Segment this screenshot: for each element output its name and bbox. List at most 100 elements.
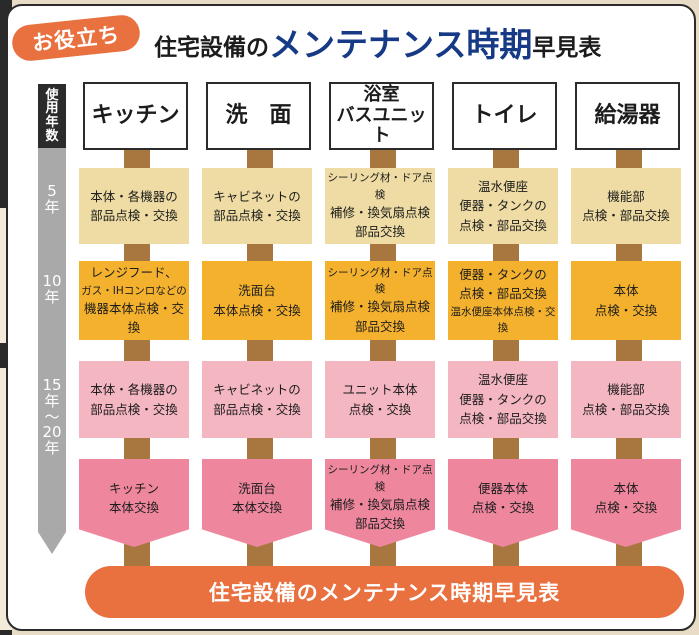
maintenance-cell-washroom-row2: 洗面台 本体点検・交換 (202, 261, 312, 340)
maintenance-cell-line: 部品点検・交換 (213, 401, 301, 417)
maintenance-cell-line: ユニット本体 (342, 382, 418, 398)
axis-label-text: 10 (42, 272, 62, 290)
maintenance-cell-water-heater-row1: 機能部点検・部品交換 (571, 168, 681, 244)
maintenance-cell-text: 本体・各機器の 部品点検・交換 (90, 187, 178, 226)
maintenance-cell-text: キャビネットの 部品点検・交換 (213, 187, 301, 226)
maintenance-cell-washroom-row3: キャビネットの 部品点検・交換 (202, 361, 312, 438)
maintenance-cell-line: 点検・部品交換 (459, 286, 547, 302)
maintenance-cell-line: 便器・タンクの (459, 391, 547, 407)
maintenance-cell-line: 点検・交換 (594, 500, 658, 515)
maintenance-cell-line: 洗面台 (238, 480, 276, 496)
maintenance-cell-kitchen-row4: キッチン 本体交換 (79, 459, 189, 547)
column-header-line: 洗 面 (225, 103, 292, 129)
maintenance-cell-kitchen-row2: レンジフード、 ガス・IHコンロなどの機器本体点検・交換 (79, 261, 189, 340)
maintenance-cell-line: 部品点検・交換 (90, 208, 178, 223)
column-header-kitchen: キッチン (83, 82, 188, 150)
maintenance-cell-line: 本体・各機器の (90, 188, 178, 204)
maintenance-cell-bathroom-row4: シーリング材・ドア点検補修・換気扇点検 部品交換 (325, 459, 435, 547)
maintenance-cell-line: 点検・部品交換 (582, 208, 670, 223)
axis-label-text: 5 (47, 182, 57, 200)
maintenance-cell-washroom-row4: 洗面台 本体交換 (202, 459, 312, 547)
maintenance-cell-toilet-row1: 温水便座便器・タンクの 点検・部品交換 (448, 168, 558, 244)
title-main: メンテナンス時期 (269, 25, 533, 64)
maintenance-cell-line: 本体交換 (231, 500, 282, 515)
maintenance-cell-line: 補修・換気扇点検 (329, 204, 430, 220)
maintenance-cell-line: 部品交換 (354, 224, 405, 240)
axis-header-char: 使 (45, 87, 59, 103)
maintenance-cell-text: 温水便座便器・タンクの 点検・部品交換 (459, 177, 547, 235)
maintenance-cell-line: 補修・換気扇点検 (329, 496, 430, 512)
maintenance-cell-bathroom-row1: シーリング材・ドア点検補修・換気扇点検 部品交換 (325, 168, 435, 244)
maintenance-cell-text: 機能部点検・部品交換 (582, 380, 670, 419)
axis-label-text: 15 (42, 376, 62, 394)
maintenance-cell-line: 機器本体点検・交換 (83, 300, 184, 336)
maintenance-cell-text: 便器本体 点検・交換 (472, 479, 535, 518)
maintenance-cell-line: ガス・IHコンロなどの (81, 284, 187, 297)
maintenance-cell-text: ユニット本体 点検・交換 (342, 380, 417, 419)
column-header-line: 給湯器 (594, 103, 661, 129)
maintenance-cell-line: 点検・部品交換 (582, 401, 670, 417)
maintenance-cell-line: 温水便座 (477, 372, 528, 388)
maintenance-cell-line: 点検・部品交換 (459, 411, 547, 427)
maintenance-cell-line: 点検・交換 (471, 500, 535, 515)
maintenance-cell-line: 部品交換 (354, 318, 405, 334)
maintenance-cell-line: シーリング材・ドア点検 (327, 172, 433, 201)
maintenance-cell-text: シーリング材・ドア点検補修・換気扇点検 部品交換 (325, 462, 435, 533)
maintenance-cell-line: 部品交換 (354, 516, 405, 532)
maintenance-cell-text: 機能部点検・部品交換 (582, 187, 670, 226)
maintenance-cell-toilet-row2: 便器・タンクの 点検・部品交換 温水便座本体点検・交換 (448, 261, 558, 340)
maintenance-cell-line: 本体 (613, 283, 639, 299)
maintenance-cell-water-heater-row2: 本体 点検・交換 (571, 261, 681, 340)
maintenance-cell-text: 洗面台 本体交換 (232, 479, 282, 518)
maintenance-cell-text: キャビネットの 部品点検・交換 (213, 380, 301, 419)
column-header-text: 洗 面 (225, 103, 291, 128)
years-used-label: 使用年数 (38, 84, 66, 148)
axis-header-char: 年 (45, 115, 59, 130)
maintenance-cell-kitchen-row1: 本体・各機器の 部品点検・交換 (79, 168, 189, 244)
axis-label-text: 〜 (44, 407, 60, 426)
column-header-toilet: トイレ (452, 82, 557, 150)
maintenance-cell-line: 便器本体 (477, 480, 528, 496)
maintenance-cell-line: 点検・交換 (348, 401, 412, 417)
column-header-text: トイレ (471, 103, 537, 128)
maintenance-cell-line: キッチン (108, 480, 159, 496)
maintenance-cell-text: 本体 点検・交換 (595, 281, 658, 320)
maintenance-cell-line: キャビネットの (213, 188, 301, 204)
column-header-line: 浴室 (363, 83, 400, 105)
maintenance-cell-kitchen-row3: 本体・各機器の 部品点検・交換 (79, 361, 189, 438)
axis-header-char: 数 (45, 128, 59, 144)
maintenance-cell-text: 本体・各機器の 部品点検・交換 (90, 380, 178, 419)
maintenance-cell-line: 本体交換 (108, 500, 159, 515)
maintenance-cell-washroom-row1: キャビネットの 部品点検・交換 (202, 168, 312, 244)
maintenance-cell-water-heater-row3: 機能部点検・部品交換 (571, 361, 681, 438)
page-title: 住宅設備の メンテナンス時期 早見表 (154, 25, 694, 66)
maintenance-cell-toilet-row4: 便器本体 点検・交換 (448, 459, 558, 547)
maintenance-cell-line: 部品点検・交換 (90, 401, 178, 417)
maintenance-cell-line: 点検・部品交換 (459, 217, 547, 233)
axis-label-text: 年 (44, 197, 60, 216)
useful-info-badge: お役立ち (10, 13, 142, 63)
maintenance-cell-text: 温水便座便器・タンクの 点検・部品交換 (459, 370, 547, 428)
maintenance-cell-line: 便器・タンクの (459, 266, 547, 282)
maintenance-cell-line: 部品点検・交換 (213, 208, 301, 223)
column-header-bathroom: 浴室 バスユニット (329, 82, 434, 150)
maintenance-cell-line: 洗面台 (238, 283, 276, 299)
maintenance-cell-line: レンジフード、 (90, 265, 178, 281)
column-header-water-heater: 給湯器 (575, 82, 680, 150)
maintenance-cell-text: 洗面台 本体点検・交換 (213, 281, 301, 320)
maintenance-cell-line: 機能部 (607, 382, 645, 398)
column-header-line: キッチン (91, 103, 180, 129)
maintenance-cell-line: 温水便座 (477, 178, 528, 194)
column-header-washroom: 洗 面 (206, 82, 311, 150)
column-header-text: 浴室 バスユニット (331, 83, 432, 147)
maintenance-cell-bathroom-row3: ユニット本体 点検・交換 (325, 361, 435, 438)
maintenance-cell-text: キッチン 本体交換 (109, 479, 159, 518)
maintenance-cell-line: シーリング材・ドア点検 (327, 464, 433, 493)
maintenance-cell-toilet-row3: 温水便座便器・タンクの 点検・部品交換 (448, 361, 558, 438)
column-header-line: バスユニット (336, 104, 427, 147)
axis-label-text: 20 (42, 423, 62, 442)
column-header-text: キッチン (91, 103, 179, 128)
maintenance-cell-text: 本体 点検・交換 (595, 479, 658, 518)
maintenance-cell-line: 機能部 (607, 188, 645, 204)
maintenance-cell-line: 便器・タンクの (459, 198, 547, 214)
